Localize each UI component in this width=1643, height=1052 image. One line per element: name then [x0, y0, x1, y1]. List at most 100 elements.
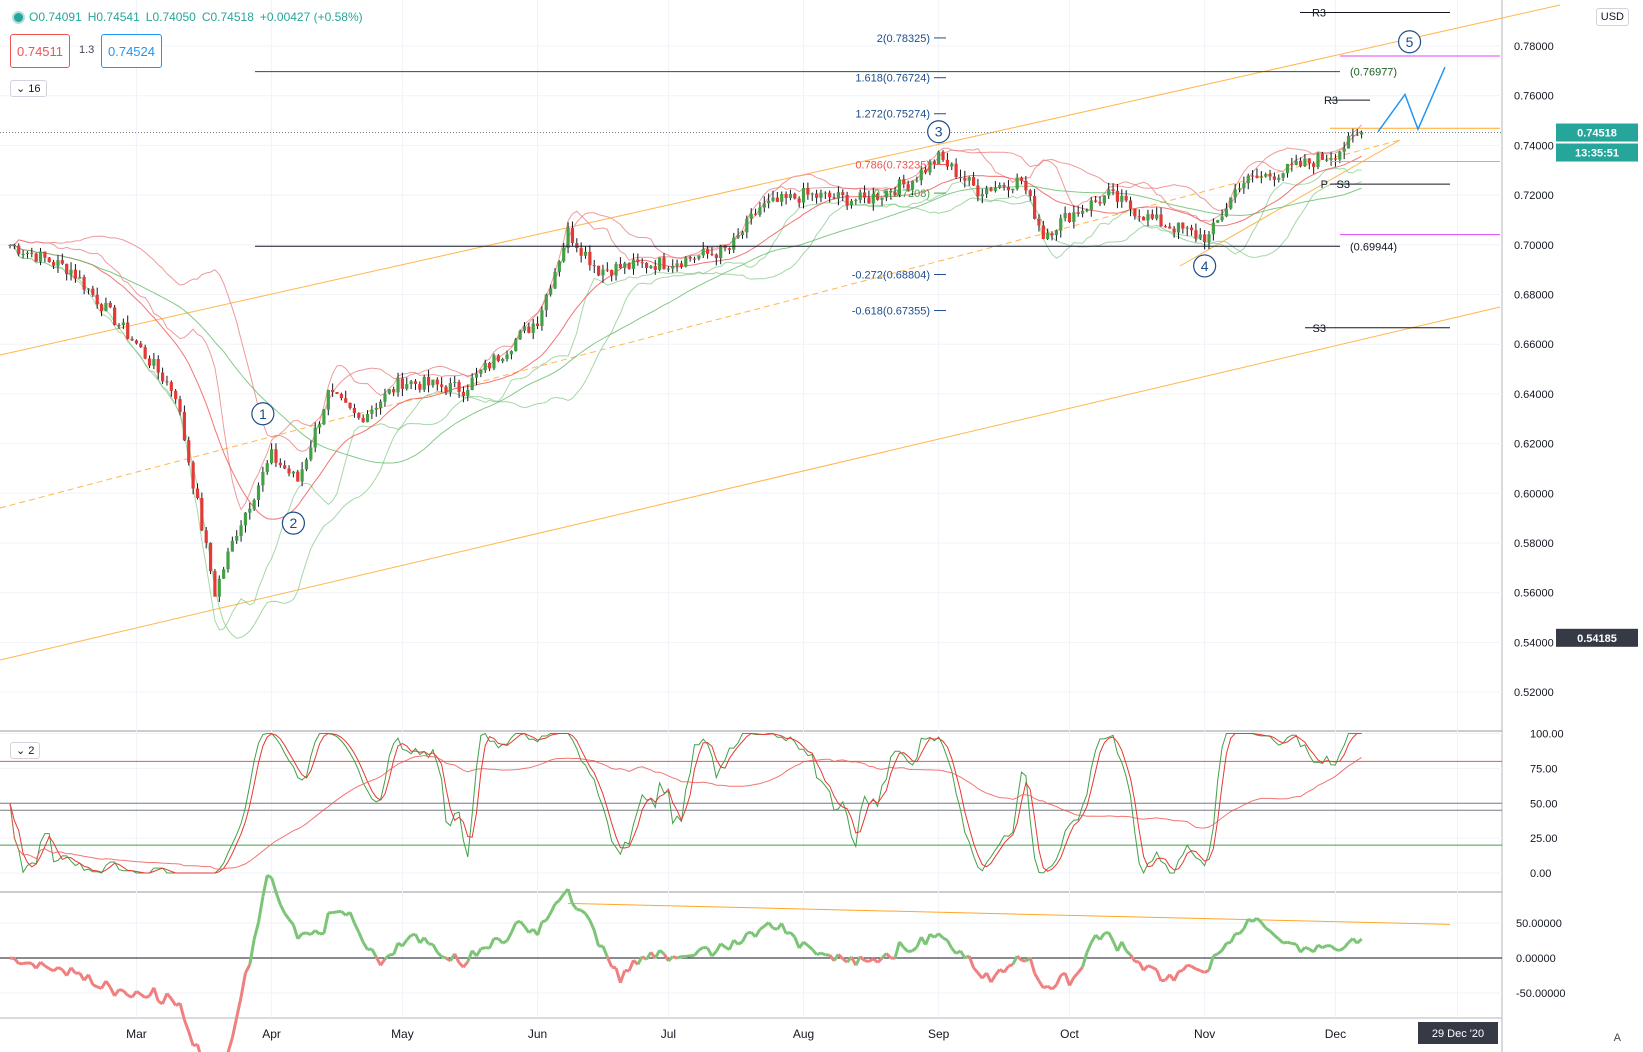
momentum-segment	[13, 957, 20, 965]
momentum-segment	[1046, 984, 1053, 991]
candle-body	[1098, 201, 1102, 204]
momentum-segment	[967, 955, 975, 969]
price-tick-label: 0.54000	[1514, 637, 1554, 649]
momentum-segment	[96, 985, 103, 990]
candle-body	[1146, 214, 1150, 221]
crosshair-price-tag-bg	[1556, 628, 1638, 647]
momentum-segment	[383, 953, 391, 961]
candle-body	[910, 180, 915, 190]
buy-button[interactable]: 0.74524	[101, 34, 162, 68]
momentum-segment	[580, 909, 587, 915]
candle-body	[588, 251, 592, 266]
candle-body	[815, 193, 819, 198]
candle-body	[1303, 158, 1307, 167]
candle-body	[117, 325, 121, 327]
candle-body	[291, 471, 295, 474]
candle-body	[365, 413, 370, 423]
projection-path	[1377, 66, 1446, 133]
candle-body	[348, 402, 352, 408]
candle-body	[466, 389, 470, 397]
price-tick-label: 0.62000	[1514, 439, 1554, 451]
candle-body	[440, 384, 444, 387]
fib-level-label: 2(0.78325)	[877, 33, 930, 45]
price-tick-label: 0.70000	[1514, 240, 1554, 252]
momentum-segment	[1251, 916, 1258, 923]
momentum-segment	[710, 950, 718, 958]
oscillator-collapse-button[interactable]: ⌄ 2	[10, 742, 41, 759]
candle-body	[278, 462, 282, 466]
momentum-segment	[48, 967, 55, 973]
wave-label: 4	[1201, 258, 1209, 274]
wave-circle	[281, 511, 305, 535]
candle-body	[653, 266, 657, 270]
momentum-segment	[536, 921, 544, 936]
fib-level-label: 1.618(0.76724)	[855, 73, 930, 85]
candle-body	[880, 197, 884, 200]
candle-body	[562, 247, 566, 262]
momentum-segment	[942, 936, 949, 942]
indicators-collapse-button[interactable]: ⌄ 16	[10, 80, 47, 97]
momentum-segment	[296, 932, 304, 940]
candle-body	[43, 251, 47, 258]
momentum-segment	[994, 968, 1001, 977]
candle-body	[1216, 220, 1220, 223]
candle-body	[147, 358, 152, 366]
candle-body	[1015, 177, 1019, 189]
momentum-segment	[1160, 978, 1166, 983]
candle-body	[230, 540, 234, 552]
momentum-segment	[549, 903, 557, 914]
candle-body	[187, 440, 191, 463]
stoch-tick-label: 0.00	[1530, 868, 1551, 880]
currency-selector[interactable]: USD	[1595, 8, 1629, 26]
candle-body	[1233, 189, 1237, 198]
countdown-tag-bg	[1556, 143, 1638, 162]
candle-body	[679, 263, 684, 267]
momentum-segment	[1072, 971, 1080, 979]
momentum-segment	[431, 943, 439, 954]
momentum-segment	[732, 939, 740, 946]
price-tick-label: 0.68000	[1514, 290, 1554, 302]
candle-body	[156, 359, 160, 373]
candle-body	[627, 263, 631, 269]
momentum-segment	[772, 926, 778, 931]
channel-lower-line	[0, 306, 1501, 661]
candle-body	[566, 228, 570, 248]
candle-body	[592, 265, 596, 267]
channel-mid-line	[0, 139, 1401, 509]
candle-body	[457, 381, 461, 392]
candle-body	[762, 203, 766, 208]
candle-body	[113, 307, 117, 326]
momentum-segment	[1299, 946, 1307, 954]
level-label: S3	[1337, 179, 1350, 191]
candle-body	[313, 427, 317, 448]
momentum-segment	[170, 997, 177, 1007]
candle-body	[496, 355, 500, 362]
candle-body	[671, 265, 675, 269]
sell-button[interactable]: 0.74511	[10, 34, 71, 68]
current-price-tag-bg	[1556, 123, 1638, 142]
auto-scale-button[interactable]: A	[1613, 1032, 1621, 1044]
momentum-segment	[1134, 959, 1140, 964]
candle-body	[1246, 175, 1250, 184]
moving-average-line	[9, 155, 1362, 520]
candle-body	[317, 424, 322, 428]
candle-body	[658, 257, 662, 270]
candle-body	[980, 194, 984, 197]
candle-body	[527, 326, 531, 333]
momentum-segment	[728, 939, 736, 951]
momentum-segment	[139, 993, 147, 999]
candle-body	[758, 207, 762, 215]
momentum-segment	[1055, 974, 1063, 986]
candle-body	[38, 251, 43, 262]
candle-body	[871, 193, 875, 204]
momentum-segment	[946, 939, 954, 950]
momentum-segment	[392, 942, 400, 955]
candle-body	[1351, 134, 1355, 136]
moving-average-line	[9, 185, 1362, 464]
level-label: R3	[1312, 7, 1326, 19]
momentum-segment	[1021, 958, 1027, 963]
candle-body	[1150, 214, 1154, 219]
momentum-segment	[933, 932, 940, 939]
momentum-segment	[859, 955, 866, 962]
